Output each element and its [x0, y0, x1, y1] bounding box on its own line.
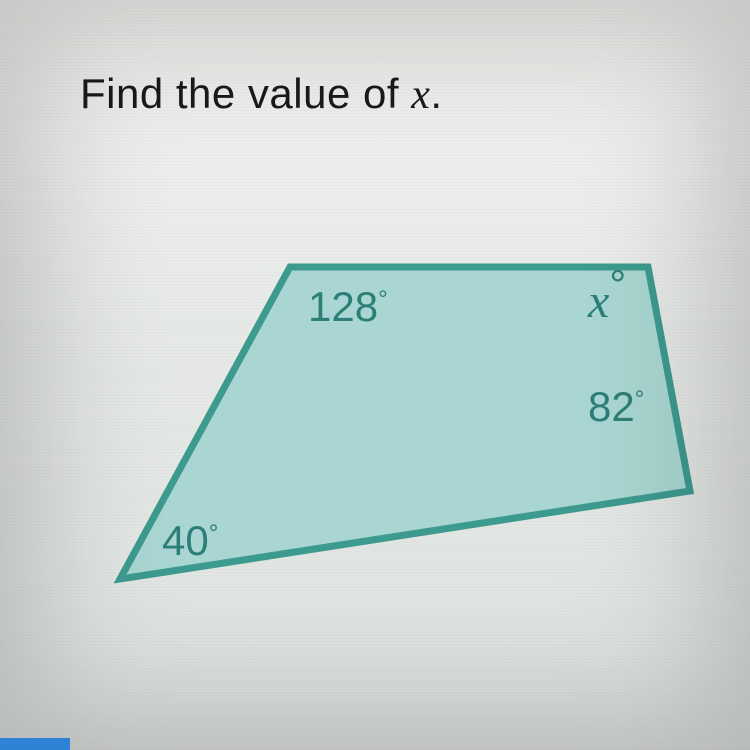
angle-top-right-degree: ° [609, 261, 626, 308]
question-prompt: Find the value of x. [80, 70, 690, 119]
quadrilateral-svg: 128° x° 82° 40° [90, 229, 710, 609]
angle-bottom-right-degree: ° [635, 386, 645, 413]
angle-bottom-right-value: 82 [588, 383, 635, 430]
prompt-prefix: Find the value of [80, 70, 411, 117]
angle-top-left-degree: ° [378, 286, 388, 313]
angle-bottom-left-degree: ° [209, 520, 219, 547]
geometry-figure: 128° x° 82° 40° [90, 229, 710, 609]
prompt-suffix: . [430, 70, 442, 117]
content-area: Find the value of x. 128° x° 82° 40° [0, 0, 750, 609]
prompt-variable: x [411, 72, 430, 118]
angle-top-left-label: 128° [308, 283, 388, 330]
angle-bottom-left-value: 40 [162, 517, 209, 564]
angle-top-right-variable: x [587, 275, 609, 328]
bottom-accent-bar [0, 738, 70, 750]
angle-top-left-value: 128 [308, 283, 378, 330]
